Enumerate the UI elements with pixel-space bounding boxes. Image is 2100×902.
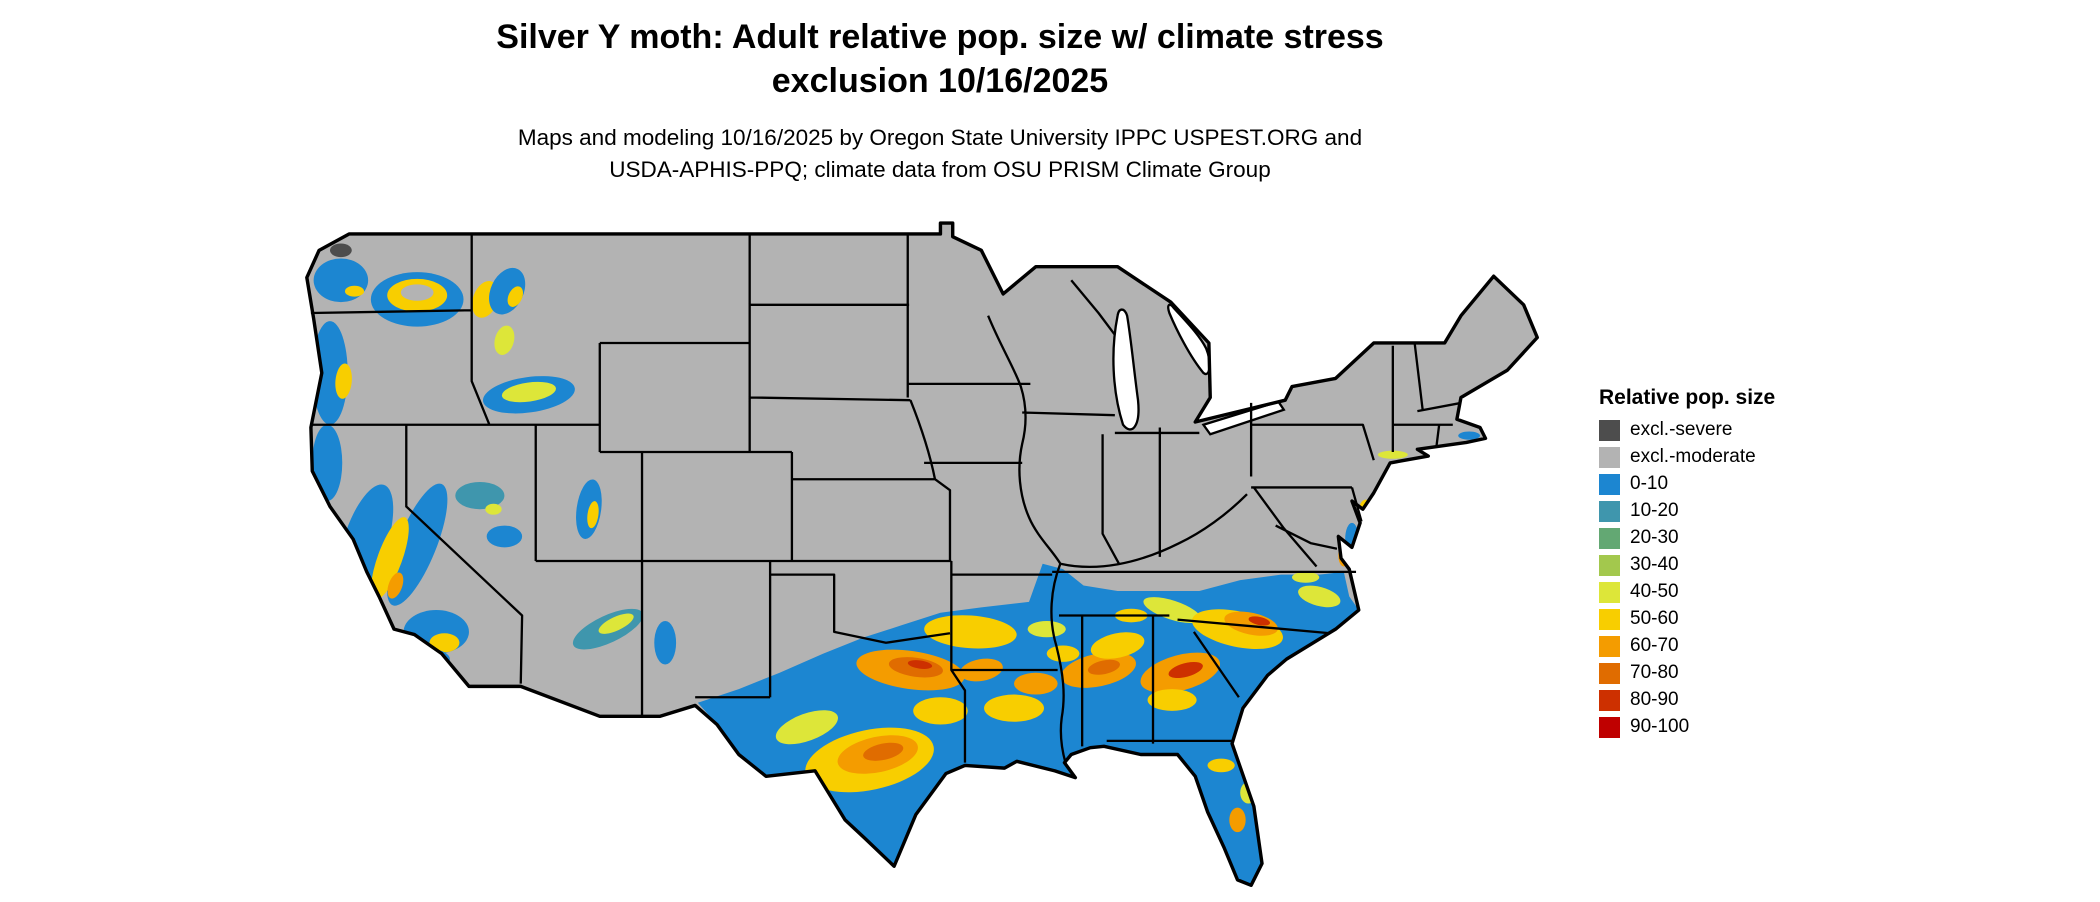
legend-item-label: 90-100	[1630, 716, 1690, 737]
raster-patch	[335, 363, 352, 399]
raster-patch	[1143, 597, 1201, 624]
raster-patch	[1458, 431, 1481, 440]
legend-swatch	[1599, 500, 1620, 522]
raster-patch	[1087, 659, 1121, 675]
raster-patch	[429, 633, 460, 653]
page-title: Silver Y moth: Adult relative pop. size …	[300, 16, 1580, 103]
us-map-svg	[305, 221, 1539, 888]
us-outline	[305, 221, 1539, 888]
raster-patch	[400, 284, 434, 301]
raster-patch	[907, 660, 933, 669]
legend-item-label: 30-40	[1630, 554, 1679, 575]
legend-item-label: excl.-moderate	[1630, 446, 1756, 467]
legend-items: excl.-severe excl.-moderate 0-10 10-20 20-30…	[1599, 419, 1775, 738]
legend-item: 20-30	[1599, 527, 1775, 549]
map-subtitle: Maps and modeling 10/16/2025 by Oregon S…	[300, 122, 1580, 185]
raster-patch	[1377, 450, 1408, 459]
state-borders	[310, 233, 1462, 765]
raster-layer	[312, 243, 1481, 886]
legend-swatch	[1599, 635, 1620, 657]
raster-patch	[1027, 620, 1066, 638]
raster-patch	[924, 615, 1017, 649]
raster-patch	[507, 286, 524, 307]
legend-swatch	[1599, 446, 1620, 468]
legend-item: 70-80	[1599, 662, 1775, 684]
raster-patch	[501, 381, 556, 403]
raster-patch	[371, 517, 409, 600]
raster-patch	[1298, 585, 1341, 608]
subtitle-line-1: Maps and modeling 10/16/2025 by Oregon S…	[517, 125, 1363, 150]
great-lakes	[1112, 303, 1286, 436]
raster-patch	[1292, 571, 1320, 583]
raster-patch	[1248, 616, 1270, 626]
legend-swatch	[1599, 689, 1620, 711]
legend-item-label: 80-90	[1630, 689, 1679, 710]
legend-item-label: 20-30	[1630, 527, 1679, 548]
legend-item-label: 50-60	[1630, 608, 1679, 629]
raster-patch	[1090, 632, 1145, 659]
legend-swatch	[1599, 419, 1620, 441]
raster-patch	[1229, 807, 1246, 833]
legend-item: 10-20	[1599, 500, 1775, 522]
raster-patch	[1207, 758, 1235, 773]
legend-title: Relative pop. size	[1599, 386, 1776, 409]
legend-swatch	[1599, 662, 1620, 684]
legend-item: 40-50	[1599, 581, 1775, 603]
title-line-2: exclusion 10/16/2025	[771, 61, 1109, 100]
us-map	[300, 220, 1540, 902]
raster-patch	[312, 424, 343, 502]
legend-item-label: excl.-severe	[1630, 419, 1733, 440]
legend-swatch	[1599, 527, 1620, 549]
legend-item-label: 10-20	[1630, 500, 1679, 521]
raster-patch	[654, 620, 677, 665]
raster-patch	[1224, 611, 1278, 636]
legend-swatch	[1599, 581, 1620, 603]
legend-item: 90-100	[1599, 716, 1775, 738]
raster-patch	[587, 501, 599, 529]
legend-item: 80-90	[1599, 689, 1775, 711]
raster-patch	[1014, 672, 1058, 695]
lake-michigan	[1112, 308, 1140, 431]
legend-item: excl.-severe	[1599, 419, 1775, 441]
legend-item-label: 40-50	[1630, 581, 1679, 602]
legend-item: excl.-moderate	[1599, 446, 1775, 468]
raster-patch	[863, 742, 904, 761]
raster-patch	[775, 710, 838, 745]
raster-patch	[1147, 689, 1197, 711]
subtitle-line-2: USDA-APHIS-PPQ; climate data from OSU PR…	[609, 156, 1271, 182]
raster-patch	[344, 285, 365, 297]
legend-item-label: 60-70	[1630, 635, 1679, 656]
raster-patch	[329, 243, 352, 258]
raster-patch	[485, 503, 502, 515]
raster-patch	[913, 697, 968, 725]
raster-patch	[387, 572, 404, 599]
legend-item: 30-40	[1599, 554, 1775, 576]
legend-item: 50-60	[1599, 608, 1775, 630]
raster-patch	[598, 613, 634, 634]
raster-patch	[312, 321, 348, 425]
legend-item: 60-70	[1599, 635, 1775, 657]
raster-patch	[486, 525, 523, 548]
legend-swatch	[1599, 608, 1620, 630]
raster-patch	[984, 694, 1044, 722]
title-line-1: Silver Y moth: Adult relative pop. size …	[496, 18, 1384, 56]
raster-patch	[494, 325, 515, 355]
legend-item: 0-10	[1599, 473, 1775, 495]
legend-swatch	[1599, 554, 1620, 576]
legend-swatch	[1599, 716, 1620, 738]
legend-swatch	[1599, 473, 1620, 495]
lake-huron	[1167, 303, 1211, 376]
raster-patch	[1046, 645, 1080, 662]
raster-patch	[400, 648, 450, 671]
raster-patch	[1168, 661, 1203, 679]
legend: Relative pop. size excl.-severe excl.-mod…	[1599, 386, 1775, 743]
legend-item-label: 0-10	[1630, 473, 1669, 494]
south-blue-region	[697, 563, 1359, 886]
legend-item-label: 70-80	[1630, 662, 1679, 683]
raster-patch	[455, 481, 505, 510]
